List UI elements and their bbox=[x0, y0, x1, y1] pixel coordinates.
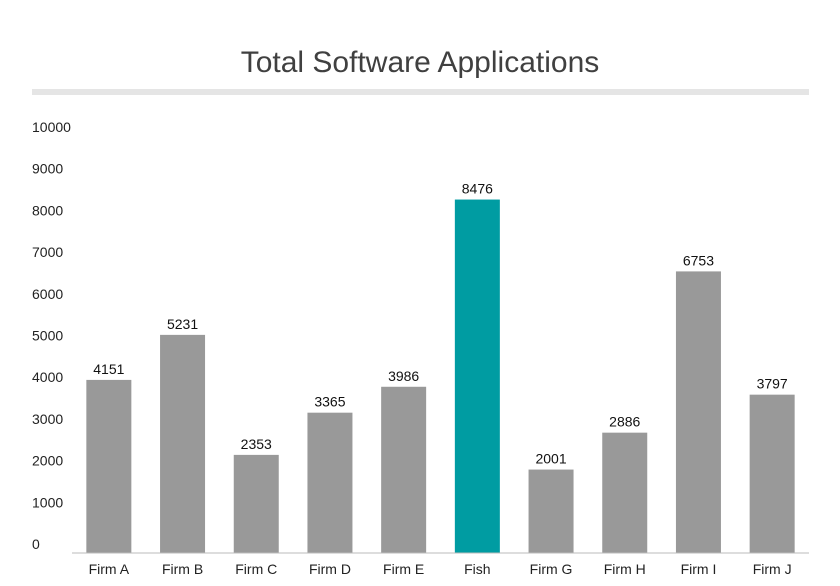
data-label: 5231 bbox=[167, 316, 198, 332]
y-tick-label: 0 bbox=[32, 536, 40, 552]
y-tick-label: 6000 bbox=[32, 286, 63, 302]
title-divider bbox=[32, 89, 809, 95]
data-label: 3365 bbox=[314, 394, 345, 410]
data-labels: 4151 5231 2353 3365 3986 8476 2001 2886 6753 3797 bbox=[93, 181, 788, 467]
y-axis-ticks: 0 1000 2000 3000 4000 5000 6000 7000 8000 9000 100… bbox=[32, 119, 71, 552]
x-tick-label: Firm J bbox=[753, 561, 792, 577]
x-tick-label: Firm I bbox=[681, 561, 717, 577]
y-tick-label: 7000 bbox=[32, 244, 63, 260]
y-tick-label: 5000 bbox=[32, 328, 63, 344]
data-label: 4151 bbox=[93, 361, 124, 377]
bar-firm-h bbox=[602, 432, 648, 553]
chart-title: Total Software Applications bbox=[241, 46, 600, 79]
bars bbox=[86, 199, 795, 554]
x-tick-label: Firm C bbox=[235, 561, 277, 577]
x-tick-label: Firm A bbox=[89, 561, 130, 577]
bar-firm-c bbox=[233, 454, 279, 553]
bar-firm-e bbox=[381, 386, 427, 553]
y-tick-label: 9000 bbox=[32, 161, 63, 177]
x-tick-label: Fish bbox=[464, 561, 490, 577]
data-label: 2886 bbox=[609, 414, 640, 430]
bar-firm-i bbox=[675, 271, 721, 553]
y-tick-label: 10000 bbox=[32, 119, 71, 135]
bar-firm-g bbox=[528, 469, 574, 553]
data-label: 2353 bbox=[241, 436, 272, 452]
x-axis-labels: Firm A Firm B Firm C Firm D Firm E Fish Firm G… bbox=[89, 561, 792, 577]
y-tick-label: 3000 bbox=[32, 411, 63, 427]
x-tick-label: Firm B bbox=[162, 561, 203, 577]
data-label: 3986 bbox=[388, 368, 419, 384]
y-tick-label: 4000 bbox=[32, 369, 63, 385]
x-tick-label: Firm H bbox=[604, 561, 646, 577]
bar-firm-j bbox=[749, 394, 795, 553]
y-tick-label: 2000 bbox=[32, 453, 63, 469]
data-label: 8476 bbox=[462, 181, 493, 197]
y-tick-label: 8000 bbox=[32, 202, 63, 218]
bar-firm-b bbox=[160, 334, 206, 553]
data-label: 6753 bbox=[683, 252, 714, 268]
bar-firm-d bbox=[307, 412, 353, 553]
bar-fish bbox=[454, 199, 500, 554]
y-tick-label: 1000 bbox=[32, 494, 63, 510]
x-tick-label: Firm G bbox=[530, 561, 573, 577]
data-label: 3797 bbox=[757, 376, 788, 392]
x-tick-label: Firm D bbox=[309, 561, 351, 577]
bar-firm-a bbox=[86, 379, 132, 553]
x-tick-label: Firm E bbox=[383, 561, 424, 577]
data-label: 2001 bbox=[535, 451, 566, 467]
